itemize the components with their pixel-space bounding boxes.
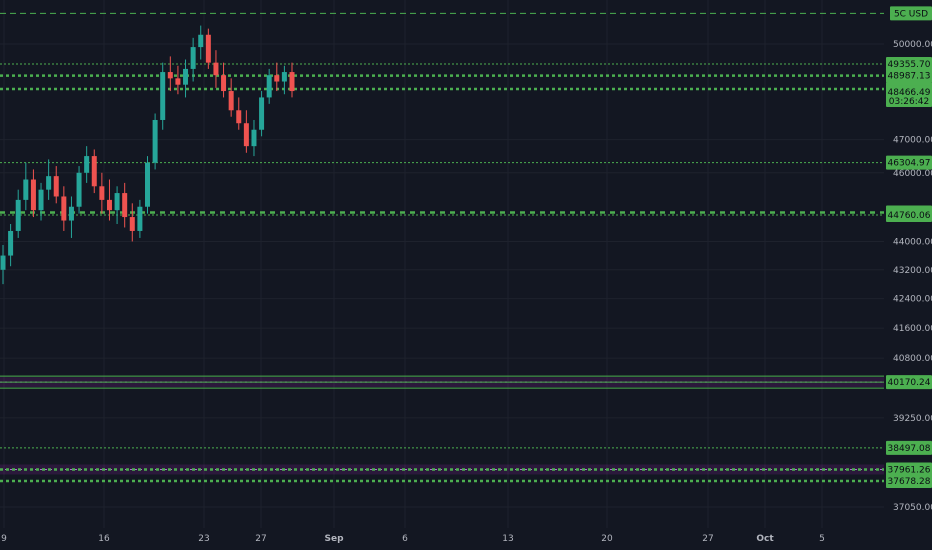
date-tick-label: 6 xyxy=(402,534,408,544)
price-tag-bg xyxy=(886,207,932,222)
price-tag-bg xyxy=(886,68,932,83)
price-tags: 49355.7048987.1348564.4948466.4946304.97… xyxy=(886,6,932,489)
candle-body xyxy=(190,47,196,69)
price-tag-label: 48466.49 xyxy=(888,88,931,98)
candle-body xyxy=(137,206,143,231)
price-tick-label: 41600.00 xyxy=(893,324,932,334)
candle-body xyxy=(91,156,97,187)
candle-body xyxy=(122,193,128,218)
date-tick-label: Sep xyxy=(324,534,344,544)
candle-body xyxy=(213,62,219,76)
price-tag-bg xyxy=(886,440,932,455)
candlestick-series xyxy=(0,25,295,285)
date-tick-label: 13 xyxy=(502,534,513,544)
price-tag-label: 44760.06 xyxy=(888,211,931,221)
candle-body xyxy=(145,162,150,207)
candle-body xyxy=(30,179,36,211)
price-tag-label: 37678.28 xyxy=(888,477,931,487)
candle-body xyxy=(205,34,211,63)
price-tag-label: 46304.97 xyxy=(888,159,931,169)
candle-body xyxy=(38,189,44,211)
candle-body xyxy=(0,255,6,270)
price-tick-label: 50000.00 xyxy=(893,40,932,50)
currency-tag-bg xyxy=(890,6,932,21)
level-lines[interactable] xyxy=(0,12,884,483)
candle-body xyxy=(274,75,280,82)
candle-body xyxy=(84,156,90,173)
candle-body xyxy=(183,68,189,85)
price-tag-bg xyxy=(886,462,932,477)
candle-body xyxy=(68,206,74,221)
candle-body xyxy=(129,217,135,231)
candle-body xyxy=(152,119,158,163)
candle-body xyxy=(114,193,120,211)
candle-body xyxy=(228,91,234,111)
price-tick-label: 40800.00 xyxy=(893,354,932,364)
candle-body xyxy=(61,196,67,221)
candle-body xyxy=(251,129,257,147)
date-tick-label: 16 xyxy=(98,534,110,544)
price-tag-label: 37961.26 xyxy=(888,465,931,475)
candle-body xyxy=(76,172,82,207)
countdown-tag-bg xyxy=(886,94,932,107)
candle-body xyxy=(106,199,112,211)
price-tick-label: 47000.00 xyxy=(893,136,932,146)
candle-body xyxy=(289,72,295,92)
price-tag-label: 48987.13 xyxy=(888,72,931,82)
date-tick-label: 9 xyxy=(1,534,7,544)
candle-body xyxy=(236,110,242,124)
time-axis[interactable]: 9 16 23 27 Sep 6 13 20 27 Oct 5 xyxy=(1,534,825,544)
price-tick-label: 43200.00 xyxy=(893,266,932,276)
price-tick-label: 39250.00 xyxy=(893,414,932,424)
candle-body xyxy=(281,72,287,82)
price-tag-label: 49355.70 xyxy=(888,60,931,70)
candle-body xyxy=(266,75,272,98)
price-tag-bg xyxy=(886,155,932,170)
candle-body xyxy=(15,199,21,231)
candle-body xyxy=(243,123,249,147)
price-axis[interactable]: 50000.00 47000.00 46000.00 44000.00 43200.00… xyxy=(893,40,932,513)
candle-body xyxy=(221,75,227,92)
date-tick-label: 23 xyxy=(198,534,209,544)
price-tag-bg xyxy=(886,57,932,72)
price-tag-label: 40170.24 xyxy=(888,378,931,388)
candle-body xyxy=(259,97,265,130)
date-tick-label: 5 xyxy=(819,534,825,544)
candle-body xyxy=(167,72,173,79)
currency-tag-label: 5C USD xyxy=(894,9,928,19)
price-tag-bg xyxy=(886,375,932,390)
date-tick-label: Oct xyxy=(756,534,774,544)
price-tag-label: 38497.08 xyxy=(888,444,931,454)
date-tick-label: 27 xyxy=(255,534,266,544)
price-tick-label: 46000.00 xyxy=(893,169,932,179)
date-tick-label: 20 xyxy=(601,534,613,544)
candle-body xyxy=(198,34,204,48)
countdown-label: 03:26:42 xyxy=(889,97,929,107)
candle-body xyxy=(53,176,59,197)
candle-body xyxy=(46,176,52,190)
price-tick-label: 42400.00 xyxy=(893,295,932,305)
candle-body xyxy=(8,230,14,256)
candle-body xyxy=(160,72,166,120)
candle-body xyxy=(175,78,181,85)
price-tick-label: 44000.00 xyxy=(893,237,932,247)
candle-body xyxy=(23,179,29,200)
date-tick-label: 27 xyxy=(702,534,713,544)
price-tag-bg xyxy=(886,474,932,489)
price-tick-label: 37050.00 xyxy=(893,503,932,513)
candle-body xyxy=(99,186,105,200)
